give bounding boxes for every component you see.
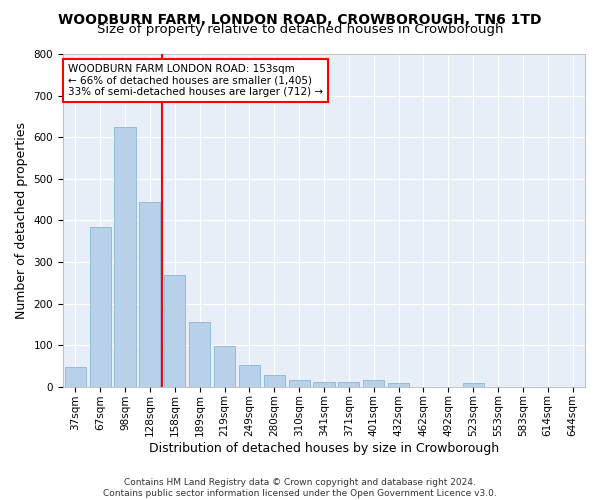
Y-axis label: Number of detached properties: Number of detached properties — [15, 122, 28, 319]
Bar — [239, 365, 260, 386]
Bar — [388, 384, 409, 386]
Bar — [338, 382, 359, 386]
Text: WOODBURN FARM, LONDON ROAD, CROWBOROUGH, TN6 1TD: WOODBURN FARM, LONDON ROAD, CROWBOROUGH,… — [58, 12, 542, 26]
Bar — [363, 380, 384, 386]
Bar — [289, 380, 310, 386]
Bar — [189, 322, 210, 386]
Text: WOODBURN FARM LONDON ROAD: 153sqm
← 66% of detached houses are smaller (1,405)
3: WOODBURN FARM LONDON ROAD: 153sqm ← 66% … — [68, 64, 323, 97]
Bar — [139, 202, 160, 386]
Bar — [89, 228, 111, 386]
Bar — [65, 367, 86, 386]
Bar — [214, 346, 235, 387]
Bar — [463, 384, 484, 386]
Bar — [164, 275, 185, 386]
Bar — [263, 375, 285, 386]
Text: Contains HM Land Registry data © Crown copyright and database right 2024.
Contai: Contains HM Land Registry data © Crown c… — [103, 478, 497, 498]
Bar — [115, 127, 136, 386]
X-axis label: Distribution of detached houses by size in Crowborough: Distribution of detached houses by size … — [149, 442, 499, 455]
Text: Size of property relative to detached houses in Crowborough: Size of property relative to detached ho… — [97, 22, 503, 36]
Bar — [313, 382, 335, 386]
